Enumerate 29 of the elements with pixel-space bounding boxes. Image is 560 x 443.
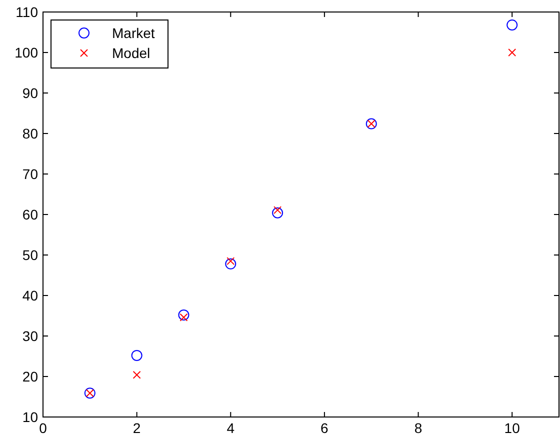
y-tick-label: 80 <box>22 125 38 142</box>
legend-label: Model <box>112 44 150 61</box>
y-tick-label: 70 <box>22 166 38 182</box>
point <box>131 350 142 361</box>
x-tick-label: 10 <box>504 420 520 436</box>
point <box>272 207 284 218</box>
y-tick-label: 90 <box>22 84 38 101</box>
x-tick-label: 8 <box>414 420 422 436</box>
y-tick-label: 30 <box>22 328 38 344</box>
point <box>506 19 518 30</box>
point <box>274 206 282 214</box>
y-tick-label: 100 <box>14 44 38 60</box>
y-tick-label: 20 <box>22 368 38 384</box>
x-tick-label: 0 <box>39 420 48 436</box>
y-tick-label: 110 <box>16 4 38 20</box>
x-tick-label: 6 <box>320 420 329 436</box>
y-tick-label: 50 <box>22 246 38 263</box>
legend-label: Market <box>112 24 155 41</box>
y-tick-label: 40 <box>22 287 38 304</box>
point <box>226 257 235 266</box>
x-tick-label: 2 <box>132 420 141 436</box>
point <box>180 313 188 322</box>
point <box>178 309 190 320</box>
y-tick-label: 60 <box>22 206 38 222</box>
point <box>508 48 516 56</box>
point <box>225 258 236 270</box>
y-tick-label: 10 <box>22 408 38 425</box>
x-tick-label: 4 <box>226 420 235 436</box>
point <box>132 370 141 379</box>
